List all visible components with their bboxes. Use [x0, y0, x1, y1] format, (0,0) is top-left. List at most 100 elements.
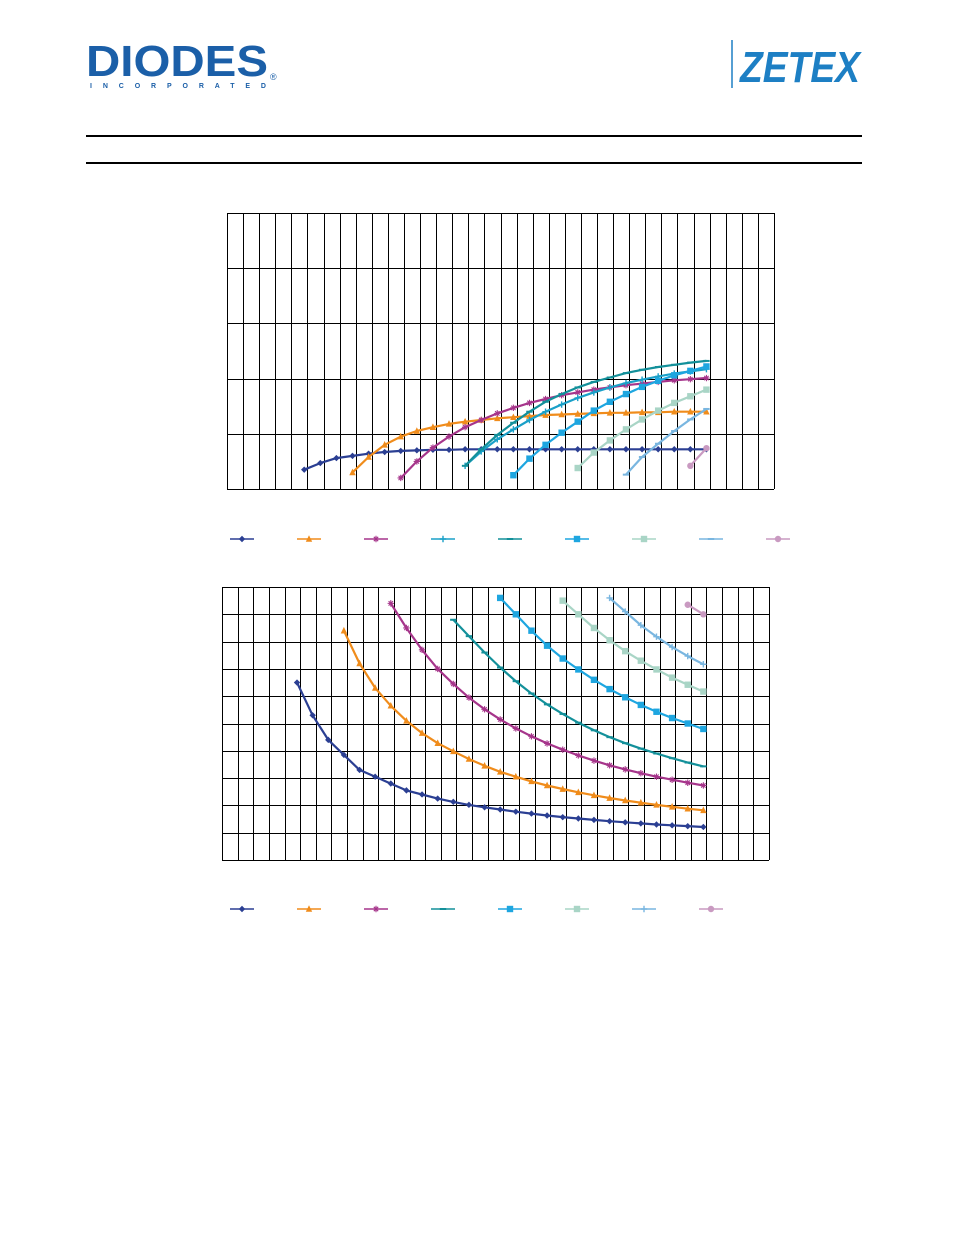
chart-0-series-0-point-10	[461, 446, 469, 453]
chart-0-series-2-point-19	[703, 374, 710, 382]
chart-1-series-0-point-6	[387, 780, 394, 787]
legend-1-entry-4	[498, 905, 522, 913]
chart-0-series-0-point-20	[622, 446, 630, 453]
chart-1-series-1-point-17	[606, 794, 613, 801]
legend-1-entry-5-marker	[573, 905, 581, 913]
chart-0-series-1-point-20	[671, 407, 678, 415]
header-rule-top	[86, 135, 862, 137]
legend-1-entry-2-marker	[372, 905, 380, 913]
chart-0-series-0-point-0	[301, 466, 308, 473]
chart-1-series-2-point-2	[418, 646, 426, 653]
chart-1-series-6-point-6	[700, 661, 707, 668]
legend-0-entry-3	[431, 535, 455, 543]
chart-1-series-4-point-12	[684, 720, 691, 727]
chart-1-series-0-point-17	[559, 813, 566, 821]
chart-0-series-5-point-0	[510, 472, 517, 479]
chart-1-series-0-point-21	[622, 819, 629, 826]
chart-0-series-1-point-9	[494, 414, 501, 422]
chart-0-series-0-point-13	[510, 446, 517, 453]
chart-1-series-2-line	[389, 602, 704, 787]
chart-1-series-0-point-15	[528, 810, 535, 817]
chart-1-series-0-point-25	[684, 822, 691, 830]
chart-1-series-4-point-6	[590, 676, 598, 684]
zetex-logo-text: ZETEX	[738, 43, 862, 90]
chart-1-series-1-point-11	[512, 772, 520, 780]
chart-0-series-2-point-18	[687, 375, 694, 383]
chart-0-series-5-point-8	[638, 383, 646, 391]
chart-0-series-2-point-4	[461, 423, 469, 431]
zetex-logo: ZETEX	[731, 40, 862, 90]
chart-1-series-2-point-3	[434, 665, 441, 673]
chart-0-series-8-point-0	[687, 462, 694, 470]
legend-0-entry-8	[766, 535, 790, 543]
chart-0-series-2-point-6	[494, 410, 501, 417]
chart-1-series-0-point-24	[668, 822, 676, 829]
chart-0-series-1-point-14	[574, 410, 581, 417]
legend-1-entry-7	[699, 905, 723, 913]
chart-1-series-0-point-20	[606, 818, 613, 825]
chart-0-series-0-point-7	[413, 447, 421, 454]
legend-1-entry-0	[230, 905, 254, 913]
chart-1-series-0-point-18	[575, 815, 582, 822]
chart-0-series-5-point-9	[654, 377, 662, 385]
chart-0-series-0-point-16	[558, 446, 565, 453]
chart-1-series-1-point-15	[575, 788, 582, 796]
chart-0-grid	[227, 213, 775, 490]
chart-0-series-3-point-2	[494, 436, 501, 443]
chart-1-series-6	[606, 594, 707, 668]
chart-0-series-0-point-6	[397, 447, 404, 455]
chart-0-series-3-point-9	[606, 384, 614, 391]
chart-1-series-0-point-16	[543, 812, 551, 819]
chart-1-series-7-point-0	[684, 601, 691, 608]
chart-1-series-2-point-12	[575, 752, 582, 759]
chart-1-series-5-point-1	[575, 611, 582, 618]
chart-1-series-5-point-2	[590, 624, 598, 632]
chart-1-series-2-point-0	[387, 600, 394, 607]
chart-0-series-5-point-1	[526, 455, 533, 462]
chart-0-series-0	[301, 446, 710, 473]
chart-1-series-2-point-17	[653, 773, 660, 780]
chart-0-series-0-point-19	[606, 446, 614, 453]
chart-1-series-2-point-7	[496, 716, 504, 723]
legend-1-entry-7-marker	[707, 905, 715, 913]
chart-0-series-3-point-8	[590, 389, 598, 396]
chart-1-series-0-point-26	[700, 823, 707, 831]
chart-0-series-3-point-6	[558, 401, 565, 408]
chart-1-series-6-point-2	[637, 622, 645, 629]
chart-1-series-1-point-1	[356, 659, 363, 667]
chart-1-series-4-point-1	[512, 611, 520, 618]
chart-1-series-2-point-1	[403, 624, 410, 632]
chart-1-series-2-point-8	[512, 725, 520, 732]
chart-1-series-1-point-7	[450, 747, 457, 755]
chart-1-series-1-point-8	[465, 755, 473, 762]
chart-1-series-2-point-15	[622, 766, 629, 773]
chart-1-series-1	[340, 626, 707, 814]
chart-1-series-1-point-9	[481, 762, 488, 769]
chart-0-series-4	[461, 359, 710, 467]
chart-1-series-0-point-23	[653, 821, 660, 828]
chart-0-series-3-line	[464, 368, 707, 467]
chart-0-series-1-point-2	[381, 441, 388, 448]
chart-0-series-1-point-0	[349, 468, 356, 476]
chart-1-series-0-point-22	[637, 820, 645, 827]
chart-0-series-6-point-1	[590, 449, 598, 456]
chart-1-series-2-point-18	[668, 776, 676, 783]
chart-0-series-0-point-24	[687, 446, 694, 453]
chart-1-series-2-point-13	[590, 757, 598, 764]
chart-0-series-1-point-21	[687, 407, 694, 415]
chart-0-series-6-point-0	[574, 464, 581, 472]
chart-0-series-3-point-11	[638, 376, 646, 383]
chart-1-series-4-point-3	[543, 642, 551, 649]
chart-1-series-1-point-20	[653, 801, 660, 808]
chart-0-series-0-point-9	[445, 446, 453, 454]
chart-1-series-1-point-12	[528, 777, 535, 785]
chart-0-series-1-point-5	[429, 423, 437, 430]
chart-1-series-2-point-11	[559, 746, 566, 753]
chart-1-series-6-point-3	[653, 633, 660, 640]
legend-0-entry-0-marker	[238, 535, 246, 543]
legend-0-entry-6	[632, 535, 656, 543]
chart-top	[227, 213, 775, 490]
chart-0-series-8-point-1	[703, 444, 710, 452]
legend-0-entry-8-marker	[774, 535, 782, 543]
legend-0-entry-1	[297, 535, 321, 542]
